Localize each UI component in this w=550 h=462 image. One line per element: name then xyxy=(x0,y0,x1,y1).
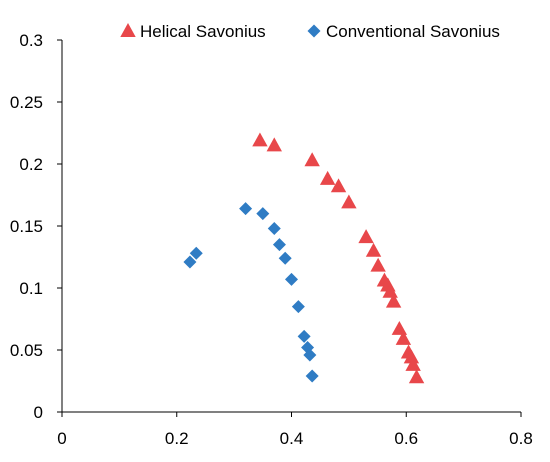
data-point xyxy=(285,272,298,286)
data-point xyxy=(358,229,374,244)
data-point xyxy=(330,178,347,193)
data-point xyxy=(189,246,203,260)
data-point xyxy=(370,257,386,272)
data-point xyxy=(365,242,382,257)
data-point xyxy=(278,251,292,265)
axes: 0 0.05 0.1 0.15 0.2 0.25 0.3 0 0.2 0.4 0.6 0.8 xyxy=(10,31,533,448)
data-point xyxy=(267,221,281,235)
data-point xyxy=(395,330,412,345)
y-tick-label: 0.2 xyxy=(19,155,43,174)
legend-marker-diamond xyxy=(307,24,321,38)
legend-marker-triangle xyxy=(120,23,136,37)
data-point xyxy=(291,300,305,314)
series-conventional-savonius xyxy=(183,202,319,383)
data-points xyxy=(183,132,425,384)
data-point xyxy=(385,293,402,308)
x-tick-label: 0.6 xyxy=(394,429,418,448)
x-tick-label: 0 xyxy=(57,429,66,448)
x-tick-label: 0.4 xyxy=(280,429,304,448)
data-point xyxy=(252,132,268,147)
series-helical-savonius xyxy=(252,132,425,384)
data-point xyxy=(319,170,336,185)
y-tick-label: 0.1 xyxy=(19,279,43,298)
data-point xyxy=(405,356,421,371)
legend-label: Helical Savonius xyxy=(140,22,266,41)
data-point xyxy=(183,255,197,269)
data-point xyxy=(341,194,357,209)
x-tick-label: 0.2 xyxy=(165,429,189,448)
data-point xyxy=(391,320,408,335)
y-tick-label: 0.05 xyxy=(10,341,43,360)
x-tick-label: 0.8 xyxy=(509,429,533,448)
data-point xyxy=(382,283,398,298)
data-point xyxy=(266,137,282,152)
data-point xyxy=(303,348,317,362)
y-tick-label: 0.15 xyxy=(10,217,43,236)
data-point xyxy=(403,349,420,364)
data-point xyxy=(305,369,319,383)
y-tick-label: 0 xyxy=(34,403,43,422)
data-point xyxy=(297,329,311,343)
data-point xyxy=(272,238,286,252)
data-point xyxy=(304,152,320,167)
data-point xyxy=(408,369,425,384)
data-point xyxy=(239,202,253,216)
y-tick-label: 0.3 xyxy=(19,31,43,50)
data-point xyxy=(256,207,270,221)
legend: Helical Savonius Conventional Savonius xyxy=(120,22,500,41)
legend-label: Conventional Savonius xyxy=(326,22,500,41)
y-tick-label: 0.25 xyxy=(10,93,43,112)
